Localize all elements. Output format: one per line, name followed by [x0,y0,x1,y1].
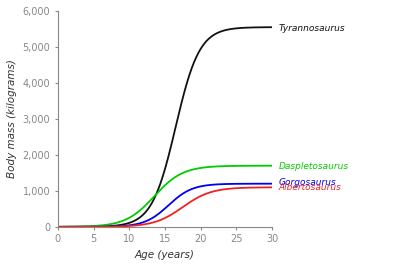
Text: Tyrannosaurus: Tyrannosaurus [279,25,346,33]
Text: Albertosaurus: Albertosaurus [279,183,342,192]
Text: Daspletosaurus: Daspletosaurus [279,162,349,171]
X-axis label: Age (years): Age (years) [135,250,195,260]
Y-axis label: Body mass (kilograms): Body mass (kilograms) [7,60,17,178]
Text: Gorgosaurus: Gorgosaurus [279,178,337,187]
